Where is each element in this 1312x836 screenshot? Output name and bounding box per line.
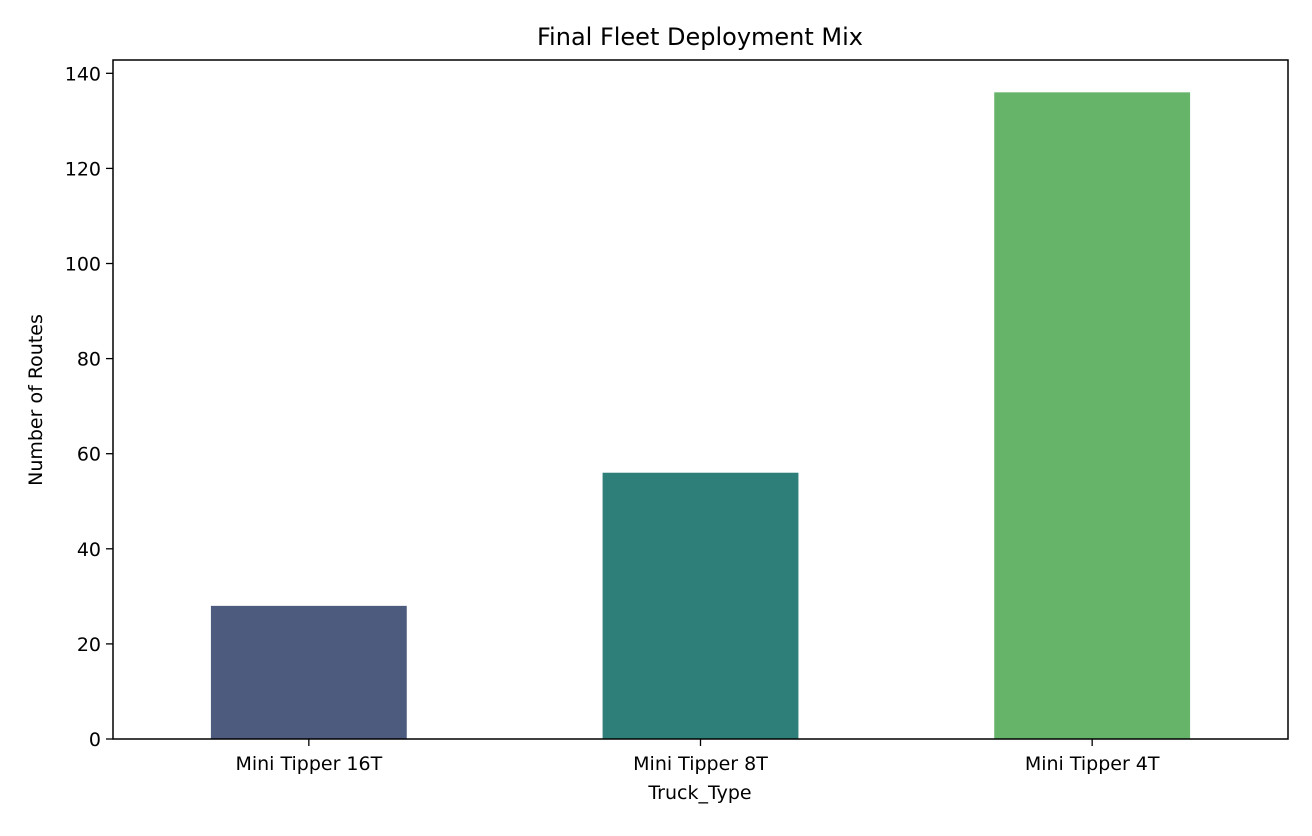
y-tick-label: 60 [77, 444, 101, 466]
y-axis-label: Number of Routes [25, 314, 47, 486]
y-tick-label: 120 [65, 158, 101, 180]
y-tick-label: 100 [65, 254, 101, 276]
plot-area-frame [112, 59, 1289, 740]
y-tick-label: 80 [77, 349, 101, 371]
x-axis-label: Truck_Type [647, 782, 751, 804]
bars-group [210, 92, 1191, 740]
chart-title: Final Fleet Deployment Mix [537, 23, 863, 51]
bar-2 [994, 92, 1191, 740]
y-tick-label: 20 [77, 634, 101, 656]
bar-1 [602, 472, 799, 739]
x-tick-label: Mini Tipper 8T [633, 753, 768, 775]
x-tick-label: Mini Tipper 4T [1025, 753, 1160, 775]
y-tick-label: 0 [89, 729, 101, 751]
x-tick-label: Mini Tipper 16T [235, 753, 382, 775]
x-axis-ticks: Mini Tipper 16T Mini Tipper 8T Mini Tipper… [235, 739, 1160, 775]
y-tick-label: 140 [65, 63, 101, 85]
y-tick-label: 40 [77, 539, 101, 561]
y-axis-ticks: 0 20 40 60 80 100 120 140 [65, 63, 113, 751]
bar-0 [210, 605, 407, 739]
